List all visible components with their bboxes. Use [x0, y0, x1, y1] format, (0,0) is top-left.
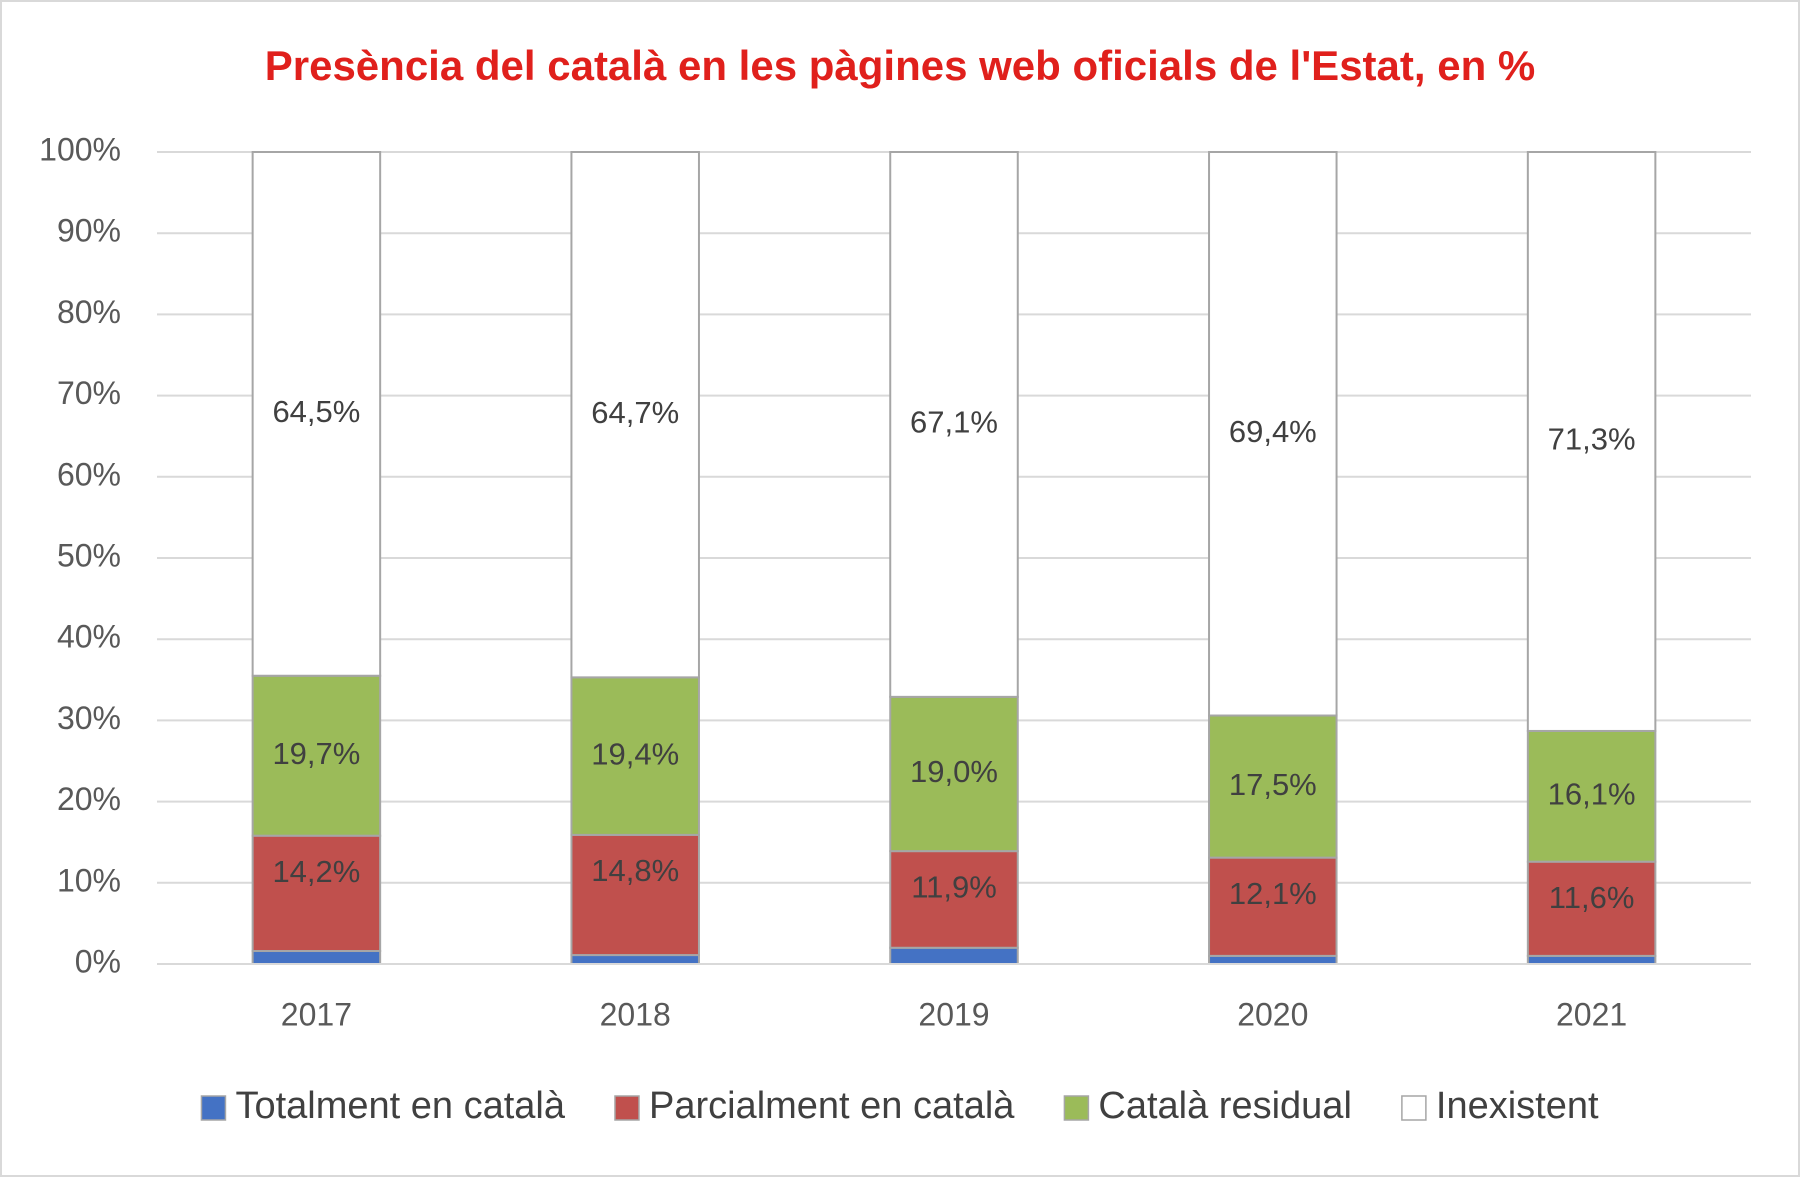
- bar-segment: [251, 950, 382, 965]
- x-tick-label: 2017: [281, 996, 352, 1032]
- legend-swatch: [614, 1095, 640, 1121]
- legend-swatch: [1401, 1095, 1427, 1121]
- y-tick-label: 60%: [57, 456, 121, 492]
- bar-segment: [251, 674, 382, 837]
- bar-segment: [1526, 729, 1657, 863]
- bar-segment: [251, 151, 382, 677]
- bar-segment: [251, 834, 382, 953]
- x-tick-label: 2021: [1556, 996, 1627, 1032]
- y-tick-label: 70%: [57, 375, 121, 411]
- data-label: 69,4%: [1229, 414, 1317, 449]
- bar-segment: [1526, 860, 1657, 957]
- y-tick-label: 30%: [57, 700, 121, 736]
- bar-segment: [1208, 151, 1338, 717]
- bar-segment: [570, 833, 700, 957]
- data-label: 11,6%: [1549, 880, 1635, 915]
- x-tick-label: 2020: [1237, 996, 1308, 1032]
- bar-segment: [570, 151, 700, 679]
- x-tick-label: 2019: [918, 996, 989, 1032]
- bar-segment: [1526, 151, 1657, 732]
- data-label: 19,4%: [591, 736, 679, 771]
- bar-segment: [1208, 954, 1338, 966]
- bar-segment: [889, 151, 1019, 698]
- y-tick-label: 0%: [75, 943, 121, 979]
- data-label: 67,1%: [910, 405, 998, 440]
- legend-label: Totalment en català: [235, 1085, 565, 1127]
- data-label: 17,5%: [1229, 767, 1317, 802]
- bar-segment: [1526, 954, 1657, 966]
- y-tick-label: 50%: [57, 537, 121, 573]
- bar-segment: [889, 946, 1019, 966]
- data-label: 14,2%: [272, 854, 360, 889]
- chart-title: Presència del català en les pàgines web …: [265, 42, 1536, 89]
- data-label: 64,7%: [591, 395, 679, 430]
- y-tick-label: 40%: [57, 619, 121, 655]
- y-tick-label: 20%: [57, 781, 121, 817]
- y-tick-label: 100%: [39, 131, 121, 167]
- data-label: 19,0%: [910, 754, 998, 789]
- legend-swatch: [200, 1095, 227, 1121]
- bar-segment: [889, 850, 1019, 949]
- legend-label: Inexistent: [1436, 1085, 1599, 1127]
- y-tick-label: 80%: [57, 294, 121, 330]
- data-label: 19,7%: [272, 736, 360, 771]
- data-label: 71,3%: [1548, 422, 1636, 457]
- data-label: 11,9%: [911, 869, 997, 904]
- data-label: 16,1%: [1548, 777, 1636, 812]
- legend-label: Català residual: [1098, 1085, 1351, 1127]
- legend-swatch: [1063, 1095, 1090, 1121]
- data-label: 14,8%: [591, 853, 679, 888]
- legend-label: Parcialment en català: [649, 1085, 1015, 1127]
- bar-segment: [889, 695, 1019, 853]
- x-tick-label: 2018: [600, 996, 671, 1032]
- bar-segment: [570, 676, 700, 836]
- y-tick-label: 90%: [57, 213, 121, 249]
- data-label: 64,5%: [272, 394, 360, 429]
- bar-segment: [570, 954, 700, 965]
- y-tick-label: 10%: [57, 862, 121, 898]
- data-label: 12,1%: [1229, 876, 1317, 911]
